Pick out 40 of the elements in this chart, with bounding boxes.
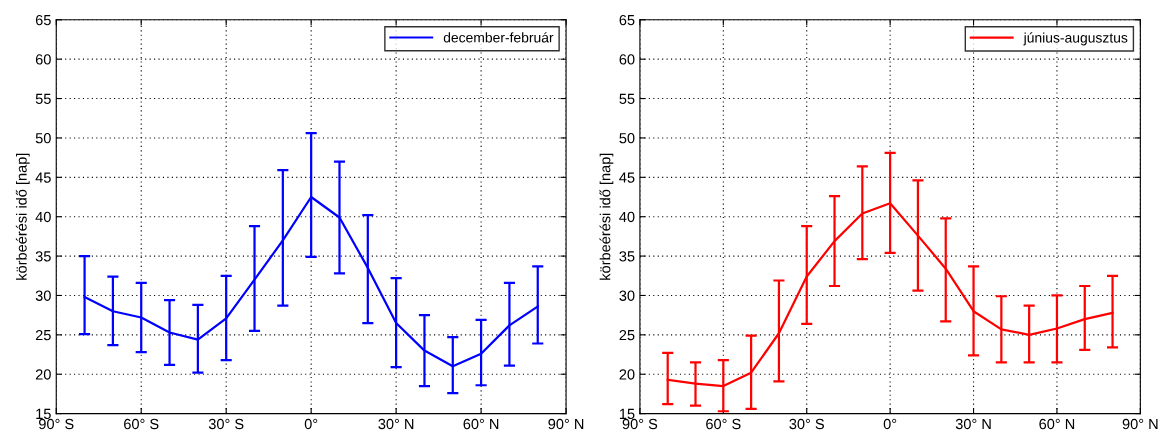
x-tick-label: 90° N	[548, 418, 584, 430]
x-tick-label: 60° S	[706, 418, 741, 430]
x-tick-label: 90° N	[1122, 418, 1158, 430]
y-tick-label: 35	[619, 251, 635, 262]
y-tick-label: 35	[35, 251, 51, 262]
y-tick-label: 60	[619, 54, 635, 65]
y-tick-label: 55	[35, 93, 51, 104]
y-tick-label: 15	[36, 408, 51, 420]
y-axis-title: körbeérési idő [nap]	[599, 153, 614, 280]
y-tick-label: 25	[619, 329, 635, 341]
x-tick-label: 90° S	[622, 418, 658, 430]
y-tick-label: 45	[35, 172, 51, 183]
y-tick-label: 65	[619, 14, 635, 26]
x-tick-label: 30° N	[378, 418, 414, 430]
x-tick-label: 60° S	[124, 418, 159, 430]
x-tick-label: 30° S	[789, 418, 824, 430]
y-tick-label: 40	[35, 211, 51, 223]
legend-label: június-augusztus	[1023, 32, 1128, 46]
y-axis-title: körbeérési idő [nap]	[15, 153, 30, 280]
x-tick-label: 60° N	[463, 418, 499, 430]
legend-label: december-február	[443, 32, 554, 43]
x-tick-label: 60° N	[1039, 418, 1075, 430]
x-tick-label: 0°	[883, 418, 897, 430]
y-tick-label: 15	[619, 408, 635, 420]
x-tick-label: 30° S	[208, 418, 244, 430]
y-tick-label: 65	[35, 14, 51, 26]
y-tick-label: 50	[35, 133, 51, 144]
y-tick-label: 30	[35, 290, 51, 301]
y-tick-label: 50	[619, 133, 635, 144]
y-tick-label: 55	[619, 93, 635, 104]
x-tick-label: 0°	[304, 418, 318, 430]
y-tick-label: 25	[35, 329, 51, 341]
y-tick-label: 40	[619, 211, 635, 223]
y-tick-label: 30	[619, 290, 635, 301]
y-tick-label: 20	[619, 369, 635, 380]
y-tick-label: 45	[619, 172, 635, 183]
y-tick-label: 60	[35, 54, 51, 65]
x-tick-label: 90° S	[39, 418, 74, 430]
y-tick-label: 20	[35, 369, 51, 380]
x-tick-label: 30° N	[955, 418, 991, 430]
